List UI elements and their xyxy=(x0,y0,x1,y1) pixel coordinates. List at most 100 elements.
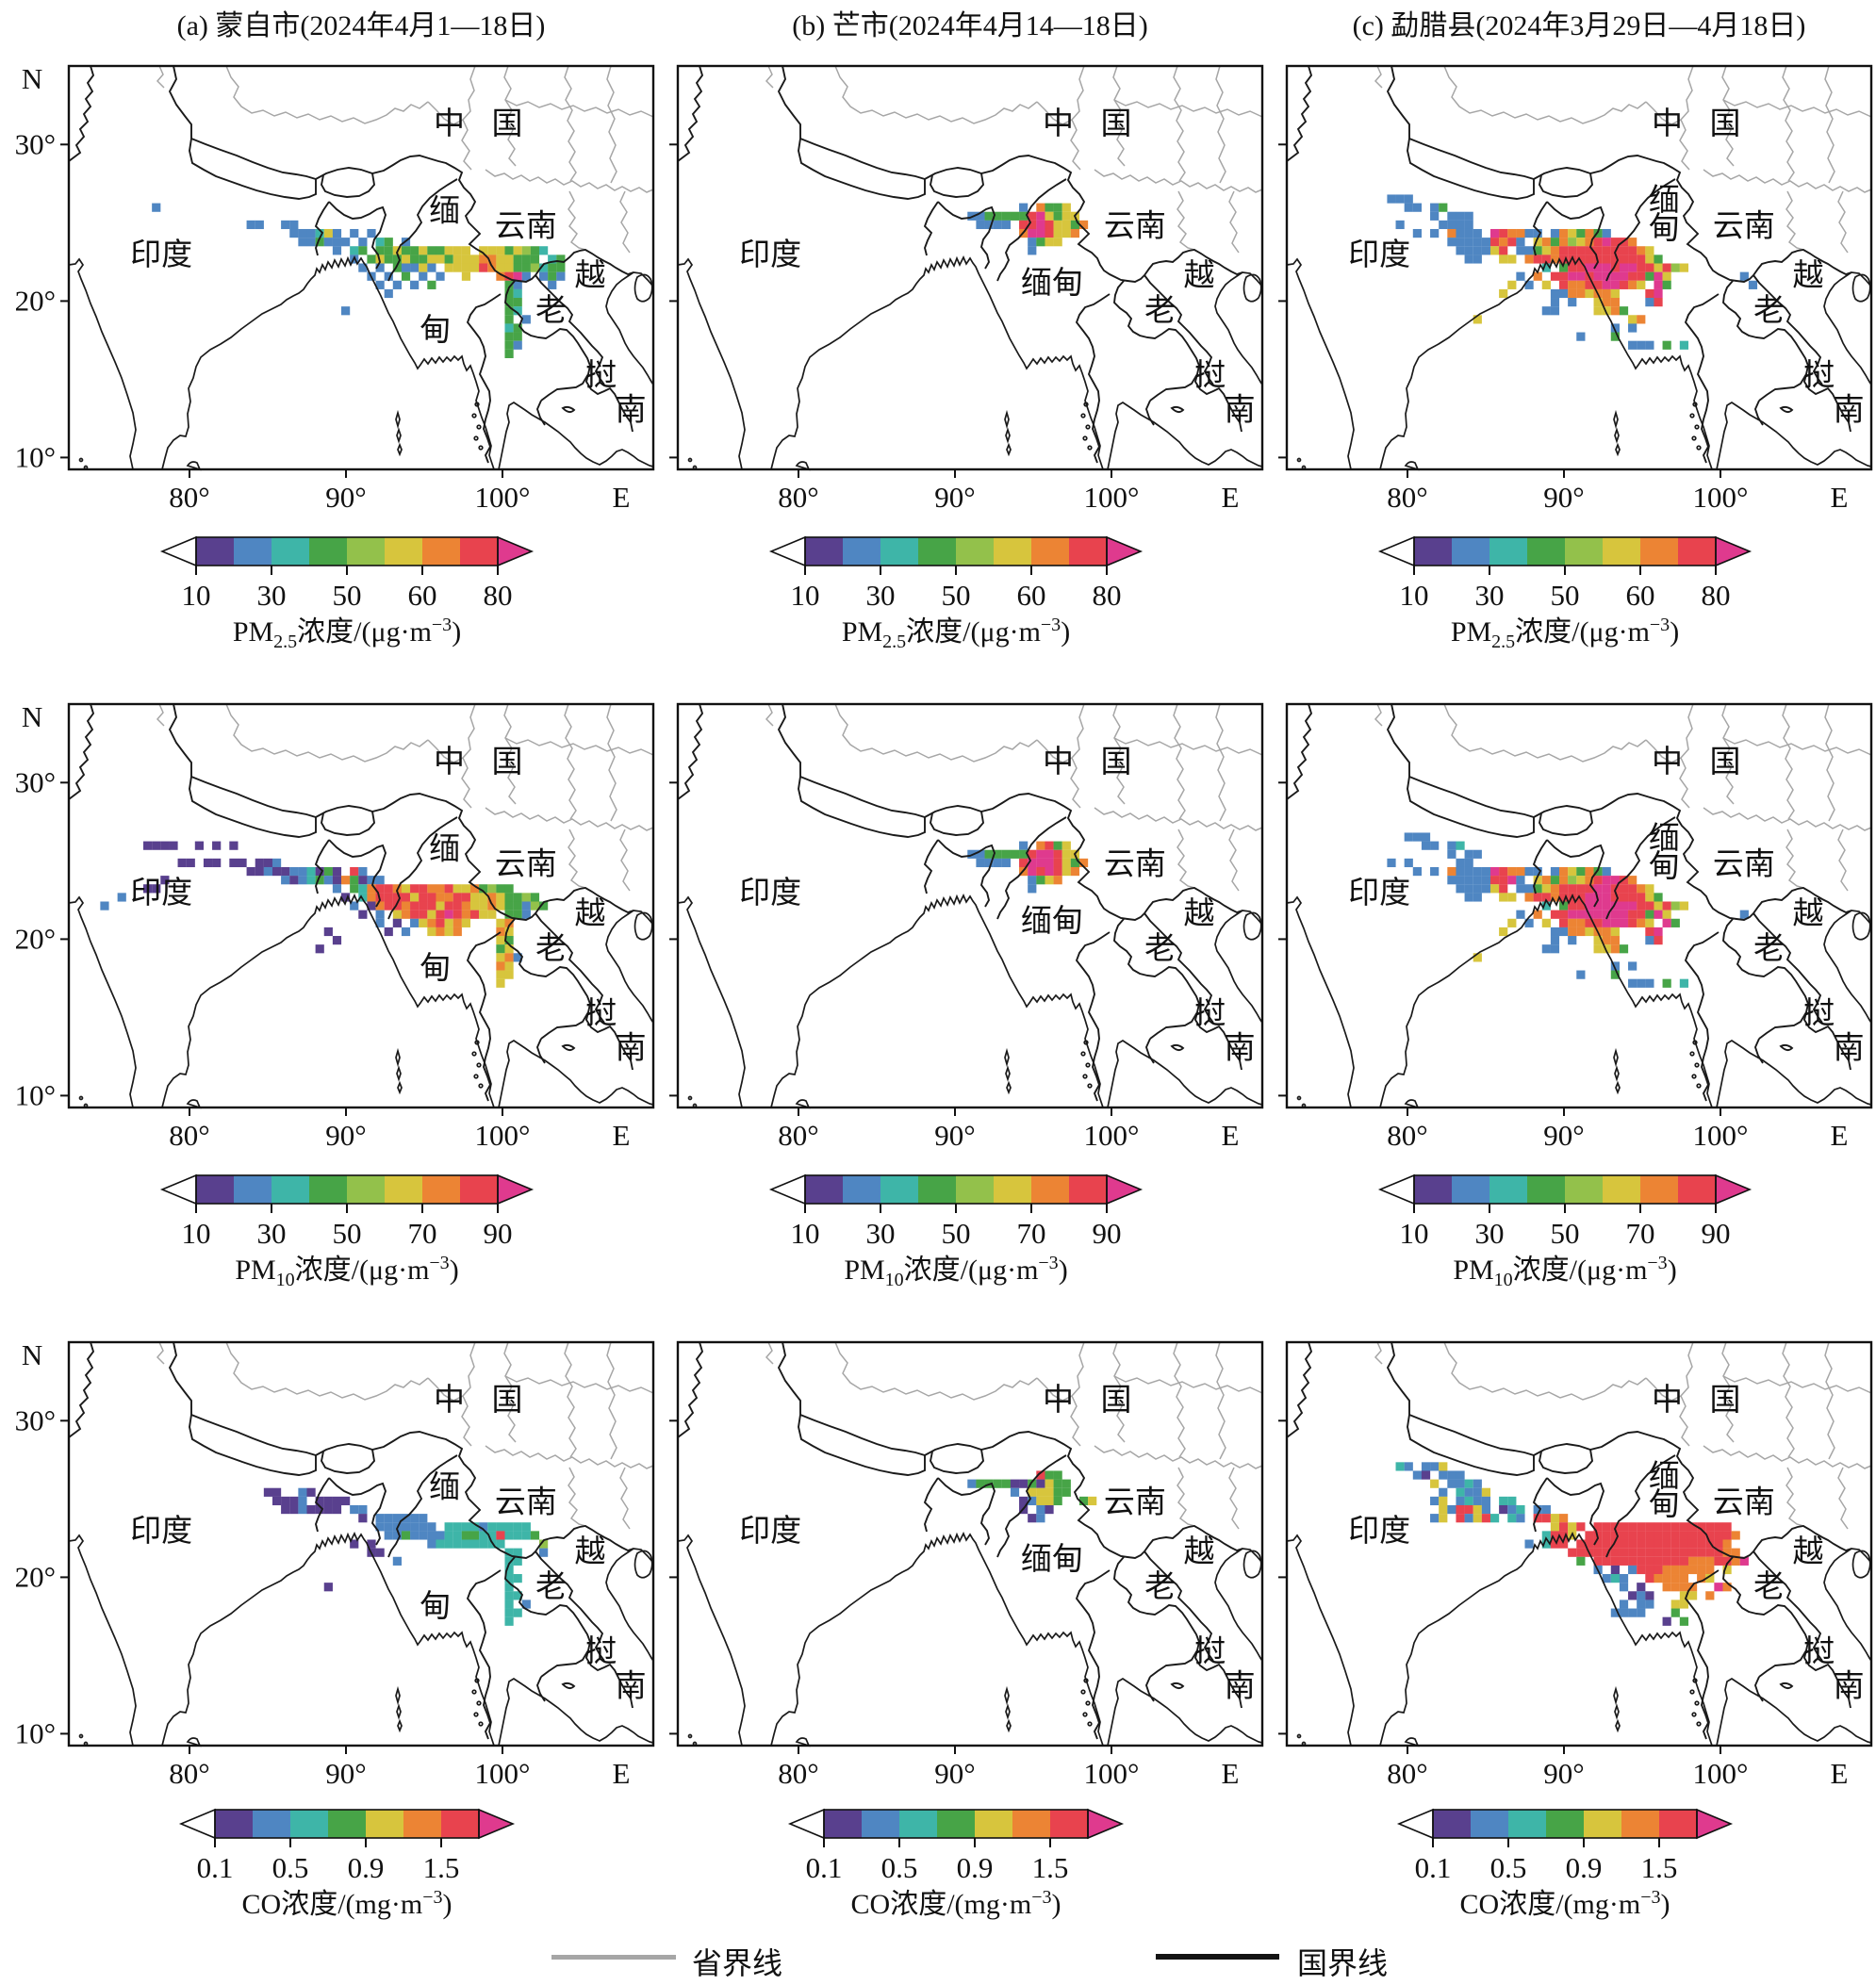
svg-text:100°: 100° xyxy=(1693,1119,1749,1152)
map-label: 中 xyxy=(1043,107,1074,141)
map-label: 云南 xyxy=(1104,208,1166,243)
map-label: 缅 xyxy=(429,1471,460,1505)
map-label: 缅甸 xyxy=(1021,904,1083,939)
svg-text:100°: 100° xyxy=(475,481,531,514)
colorbar-tick-label: 50 xyxy=(333,579,362,612)
axis-ticks xyxy=(1278,143,1721,478)
map-label: 缅 xyxy=(1649,822,1680,856)
colorbar-b-pm25: 10 30 50 60 80 PM2.5浓度/(μg·m−3) xyxy=(768,535,1144,652)
colorbar-tick-label: 10 xyxy=(182,1217,211,1250)
map-frame xyxy=(1285,64,1873,471)
axis-labels: 80° 90° 100° E xyxy=(1387,1757,1848,1790)
axis-ticks xyxy=(60,1419,503,1754)
map-label: 印度 xyxy=(130,876,192,910)
colorbar-right-arrow xyxy=(478,1808,516,1840)
colorbar-tick-label: 10 xyxy=(1400,579,1429,612)
map-label: 中 xyxy=(434,745,465,779)
svg-text:20°: 20° xyxy=(15,284,56,317)
colorbar-tick-label: 70 xyxy=(1626,1217,1655,1250)
colorbar-tick-label: 30 xyxy=(257,579,287,612)
colorbar-tick-label: 50 xyxy=(1551,579,1580,612)
svg-text:100°: 100° xyxy=(1084,481,1140,514)
map-label: 越 xyxy=(574,1534,605,1569)
axis-labels: 80° 90° 100° E xyxy=(1387,481,1848,514)
map-label: 越 xyxy=(1183,896,1214,931)
colorbar-left-arrow xyxy=(159,1173,197,1206)
axis-labels: 80° 90° 100° E xyxy=(1387,1119,1848,1152)
map-panel-a-pm10: 中国印度 云南越老挝南 缅甸 80° 90° 100° E 30° 20° 10° N xyxy=(15,700,655,1152)
map-label: 甸 xyxy=(1649,211,1680,246)
colorbar-tick-label: 10 xyxy=(791,579,820,612)
map-label: 国 xyxy=(1100,746,1131,779)
map-label: 缅 xyxy=(429,833,460,867)
svg-text:80°: 80° xyxy=(778,1119,818,1152)
colorbar-tick-label: 70 xyxy=(408,1217,437,1250)
cell-grid-b-pm10 xyxy=(967,841,1089,894)
svg-text:100°: 100° xyxy=(475,1757,531,1790)
map-label: 国 xyxy=(1709,746,1740,779)
map-panel-a-co: 中国印度 云南越老挝南 缅甸 80° 90° 100° E 30° 20° 10° N xyxy=(15,1338,655,1790)
map-label: 缅 xyxy=(1649,184,1680,218)
colorbar-caption: CO浓度/(mg·m−3) xyxy=(242,1887,453,1920)
map-frame xyxy=(67,702,655,1109)
map-label: 挝 xyxy=(1194,996,1226,1031)
axis-ticks xyxy=(669,1419,1112,1754)
colorbar-a-pm10: 10 30 50 70 90 PM10浓度/(μg·m−3) xyxy=(159,1173,535,1290)
map-label: 老 xyxy=(1144,293,1176,328)
svg-text:100°: 100° xyxy=(1693,1757,1749,1790)
map-label: 云南 xyxy=(1104,846,1166,881)
panel-title-c: (c) 勐腊县(2024年3月29日—4月18日) xyxy=(1352,10,1806,41)
axis-east-label: E xyxy=(1222,1757,1240,1790)
colorbar-tick-label: 10 xyxy=(791,1217,820,1250)
svg-text:90°: 90° xyxy=(934,481,975,514)
svg-text:80°: 80° xyxy=(1387,481,1427,514)
map-labels: 中国印度 云南越老挝南 缅甸 xyxy=(130,107,647,428)
map-label: 老 xyxy=(1753,293,1785,328)
svg-text:80°: 80° xyxy=(1387,1119,1427,1152)
colorbar-tick-label: 0.1 xyxy=(197,1851,234,1884)
svg-text:100°: 100° xyxy=(1084,1119,1140,1152)
colorbar-tick-label: 50 xyxy=(1551,1217,1580,1250)
svg-text:10°: 10° xyxy=(15,1716,56,1749)
colorbar-tick-label: 0.5 xyxy=(881,1851,918,1884)
map-label: 印度 xyxy=(739,876,801,910)
map-panel-c-pm25: 中国印度 云南越老挝南 缅甸 80° 90° 100° E xyxy=(1278,64,1873,514)
colorbar-tick-label: 0.1 xyxy=(806,1851,843,1884)
map-label: 中 xyxy=(1652,745,1683,779)
map-label: 国 xyxy=(491,1384,522,1418)
legend-label-national: 国界线 xyxy=(1297,1946,1389,1980)
colorbar-tick-label: 0.5 xyxy=(1490,1851,1527,1884)
map-frame xyxy=(676,702,1264,1109)
map-labels: 中国印度 云南越老挝南 缅甸 xyxy=(1348,745,1865,1066)
map-label: 挝 xyxy=(585,1634,617,1669)
map-label: 国 xyxy=(1709,1384,1740,1418)
map-label: 云南 xyxy=(1713,208,1775,243)
map-label: 印度 xyxy=(739,238,801,272)
colorbar-tick-label: 90 xyxy=(484,1217,513,1250)
map-panel-c-co: 中国印度 云南越老挝南 缅甸 80° 90° 100° E xyxy=(1278,1340,1873,1790)
svg-text:90°: 90° xyxy=(1543,481,1584,514)
svg-text:80°: 80° xyxy=(778,1757,818,1790)
map-label: 印度 xyxy=(130,1514,192,1549)
map-label: 中 xyxy=(1652,1383,1683,1418)
map-label: 南 xyxy=(616,393,647,428)
map-label: 中 xyxy=(1652,107,1683,141)
axis-labels: 80° 90° 100° E 30° 20° 10° N xyxy=(15,1338,631,1790)
map-label: 挝 xyxy=(585,996,617,1031)
map-label: 国 xyxy=(1100,107,1131,141)
map-label: 国 xyxy=(1100,1384,1131,1418)
axis-east-label: E xyxy=(1222,481,1240,514)
map-label: 缅 xyxy=(429,195,460,229)
colorbar-b-pm10: 10 30 50 70 90 PM10浓度/(μg·m−3) xyxy=(768,1173,1144,1290)
colorbar-right-arrow xyxy=(1106,535,1144,567)
colorbar-caption: CO浓度/(mg·m−3) xyxy=(1460,1887,1670,1920)
map-label: 南 xyxy=(616,1031,647,1066)
svg-text:80°: 80° xyxy=(169,1119,209,1152)
axis-ticks xyxy=(1278,781,1721,1116)
colorbar-tick-label: 60 xyxy=(1626,579,1655,612)
axis-labels: 80° 90° 100° E xyxy=(778,1757,1239,1790)
map-label: 云南 xyxy=(1713,1485,1775,1519)
